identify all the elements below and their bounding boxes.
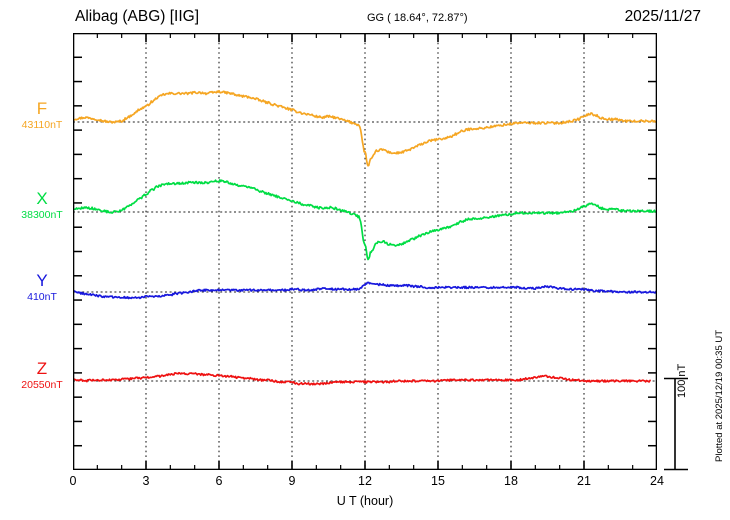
component-letter-y: Y: [36, 271, 48, 290]
x-tick-label: 21: [577, 474, 591, 488]
x-axis-title: U T (hour): [336, 494, 394, 508]
component-baseline-x: 38300nT: [21, 209, 63, 221]
geographic-coordinates: GG ( 18.64°, 72.87°): [367, 12, 468, 24]
x-tick-label: 6: [215, 474, 223, 488]
component-label-z: Z 20550nT: [14, 360, 70, 391]
trace-z: [73, 371, 651, 386]
x-tick-label: 9: [288, 474, 296, 488]
scale-bar-label: 100 nT: [676, 363, 688, 398]
observation-date: 2025/11/27: [624, 8, 701, 25]
plotted-timestamp: Plotted at 2025/12/19 00:35 UT: [714, 329, 725, 462]
component-letter-x: X: [36, 189, 48, 208]
x-tick-label: 15: [431, 474, 445, 488]
component-baseline-y: 410nT: [27, 291, 57, 303]
trace-y: [73, 281, 657, 300]
x-tick-label: 24: [650, 474, 664, 488]
scale-bar-glyph: [664, 377, 688, 471]
x-tick-label: 12: [358, 474, 372, 488]
x-tick-label: 0: [69, 474, 77, 488]
trace-f: [73, 89, 657, 167]
station-title: Alibag (ABG) [IIG]: [75, 8, 200, 25]
grid-lines: [145, 33, 585, 470]
component-label-f: F 43110nT: [14, 100, 70, 131]
magnetogram-plot: [73, 33, 657, 470]
component-baseline-f: 43110nT: [21, 119, 63, 131]
x-tick-label: 3: [142, 474, 150, 488]
x-tick-label: 18: [504, 474, 518, 488]
scale-bar: [662, 376, 702, 472]
plot-canvas: [73, 33, 657, 470]
y-axis-ticks: [73, 56, 657, 447]
component-label-x: X 38300nT: [14, 190, 70, 221]
trace-x: [73, 179, 657, 261]
component-letter-f: F: [36, 99, 48, 118]
x-axis-ticks: [73, 33, 657, 470]
component-label-y: Y 410nT: [14, 272, 70, 303]
baseline-lines: [73, 121, 657, 382]
component-baseline-z: 20550nT: [21, 379, 63, 391]
component-letter-z: Z: [36, 359, 48, 378]
data-traces: [73, 89, 657, 386]
